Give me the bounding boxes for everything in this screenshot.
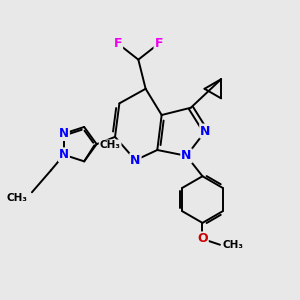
Text: N: N <box>181 149 192 162</box>
Text: CH₃: CH₃ <box>223 240 244 250</box>
Text: N: N <box>59 127 69 140</box>
Text: O: O <box>197 232 208 245</box>
Text: N: N <box>59 148 69 161</box>
Text: CH₃: CH₃ <box>100 140 121 150</box>
Text: N: N <box>130 154 141 167</box>
Text: F: F <box>114 37 122 50</box>
Text: CH₃: CH₃ <box>7 193 28 202</box>
Text: N: N <box>200 124 211 138</box>
Text: F: F <box>154 37 163 50</box>
